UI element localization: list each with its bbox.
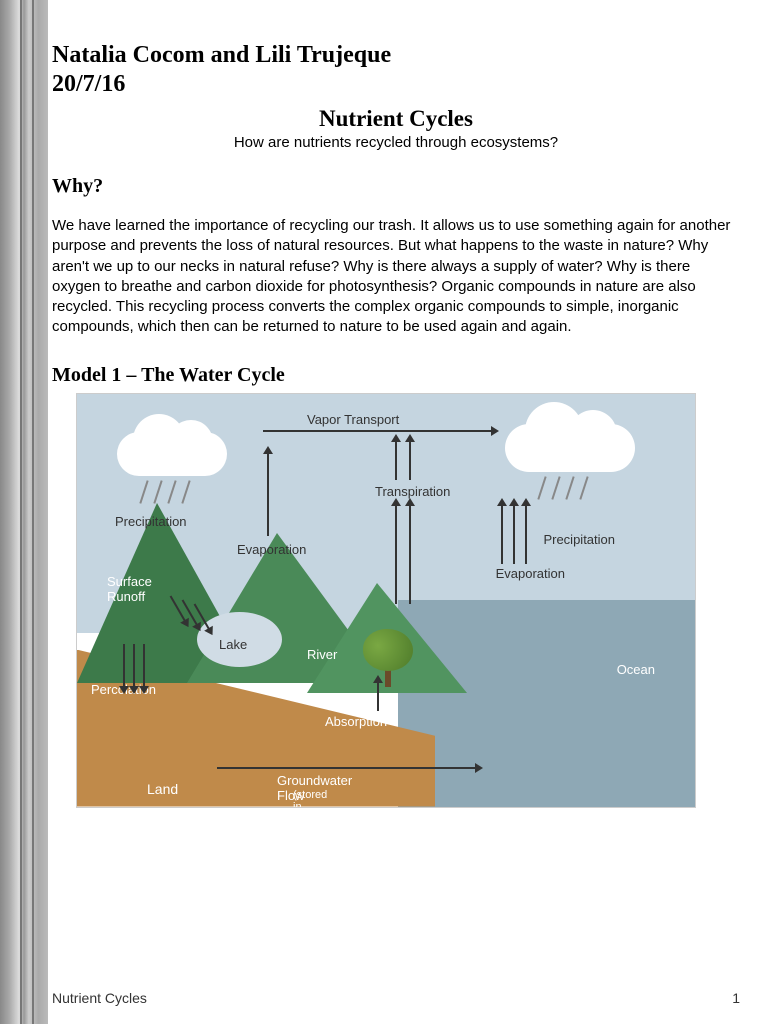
footer-title: Nutrient Cycles [52,990,147,1006]
evaporation-right-label: Evaporation [496,566,565,581]
transp-arrow-2 [409,440,411,480]
precipitation-left-label: Precipitation [115,514,187,529]
document-title: Nutrient Cycles [52,106,740,132]
document-subtitle: How are nutrients recycled through ecosy… [52,134,740,151]
evap-arrow-1 [267,452,269,536]
why-heading: Why? [52,175,740,198]
absorption-label: Absorption [325,714,387,729]
groundwater-arrow [217,767,477,769]
transp-arrow-3 [395,504,397,604]
page-content: Natalia Cocom and Lili Trujeque 20/7/16 … [48,0,768,1024]
page-footer: Nutrient Cycles 1 [52,990,740,1006]
transp-arrow-1 [395,440,397,480]
aquifer-label: (stored in Aquifer) [293,789,332,808]
evaporation-left-label: Evaporation [237,542,306,557]
surface-runoff-label: Surface Runoff [107,574,152,604]
tree-shape [357,627,417,687]
evap-arrow-r1 [525,504,527,564]
transp-arrow-4 [409,504,411,604]
evap-arrow-r3 [501,504,503,564]
why-body: We have learned the importance of recycl… [52,216,740,338]
vapor-arrow [263,430,493,432]
evap-arrow-r2 [513,504,515,564]
model-heading: Model 1 – The Water Cycle [52,364,740,387]
lake-label: Lake [219,637,247,652]
cloud-left [117,432,227,476]
perc-arrow-2 [133,644,135,688]
ocean-label: Ocean [617,662,655,677]
absorb-arrow [377,681,379,711]
cloud-right [505,424,635,472]
water-cycle-diagram: Land Lake River Vapor Transport Precipit… [76,393,696,808]
perc-arrow-3 [143,644,145,688]
page-binding [0,0,48,1024]
authors-heading: Natalia Cocom and Lili Trujeque [52,42,740,69]
date-heading: 20/7/16 [52,71,740,98]
vapor-transport-label: Vapor Transport [307,412,399,427]
river-label: River [307,647,337,662]
land-label: Land [147,781,178,797]
perc-arrow-1 [123,644,125,688]
precipitation-right-label: Precipitation [543,532,615,547]
transpiration-label: Transpiration [375,484,450,499]
footer-page-number: 1 [732,990,740,1006]
